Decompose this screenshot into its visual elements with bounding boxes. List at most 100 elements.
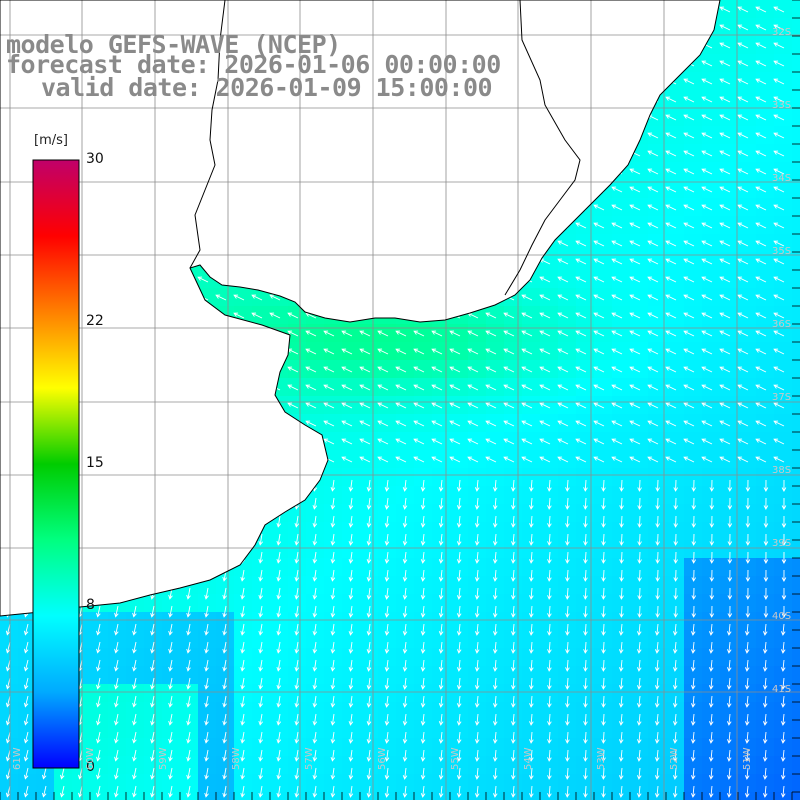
wind-arrow: [204, 695, 209, 708]
wind-arrow: [719, 168, 731, 175]
wind-arrow: [601, 659, 606, 672]
wind-arrow: [294, 695, 300, 708]
wind-arrow: [204, 785, 209, 798]
wind-arrow: [593, 240, 605, 247]
wind-arrow: [575, 402, 587, 409]
wind-arrow: [583, 785, 588, 798]
wind-arrow: [773, 420, 785, 427]
wind-arrow: [780, 767, 786, 780]
wind-arrow: [5, 713, 11, 726]
wind-arrow: [654, 767, 660, 780]
wind-arrow: [690, 749, 696, 762]
longitude-label: 58W: [231, 747, 242, 770]
wind-arrow: [539, 276, 551, 283]
wind-arrow: [618, 641, 624, 654]
wind-arrow: [474, 767, 480, 780]
wind-arrow: [672, 623, 678, 636]
wind-arrow: [402, 479, 408, 492]
wind-arrow: [737, 348, 749, 355]
wind-arrow: [5, 749, 11, 762]
wind-arrow: [150, 623, 155, 636]
wind-arrow: [456, 587, 462, 600]
wind-arrow: [114, 785, 119, 798]
wind-arrow: [23, 767, 29, 780]
wind-arrow: [114, 767, 119, 780]
wind-arrow: [773, 24, 785, 31]
wind-arrow: [683, 276, 695, 283]
wind-arrow: [647, 276, 659, 283]
wind-arrow: [673, 515, 679, 528]
wind-arrow: [575, 240, 587, 247]
wind-arrow: [575, 384, 587, 391]
wind-arrow: [565, 749, 570, 762]
wind-arrow: [456, 533, 462, 546]
wind-arrow: [312, 605, 318, 618]
wind-arrow: [529, 713, 534, 726]
wind-arrow: [384, 587, 390, 600]
wind-arrow: [665, 204, 677, 211]
wind-arrow: [611, 312, 623, 319]
wind-arrow: [395, 456, 407, 463]
wind-arrow: [601, 785, 606, 798]
wind-arrow: [276, 785, 282, 798]
wind-arrow: [647, 204, 659, 211]
wind-arrow: [647, 150, 659, 157]
wind-arrow: [583, 731, 588, 744]
wind-arrow: [755, 204, 767, 211]
wind-arrow: [348, 533, 354, 546]
wind-arrow: [781, 479, 787, 492]
wind-arrow: [330, 713, 336, 726]
wind-arrow: [557, 348, 569, 355]
wind-arrow: [438, 767, 444, 780]
wind-arrow: [763, 605, 769, 618]
wind-arrow: [691, 551, 697, 564]
wind-arrow: [413, 438, 425, 445]
wind-arrow: [773, 240, 785, 247]
wind-arrow: [503, 456, 515, 463]
wind-arrow: [330, 569, 336, 582]
wind-arrow: [773, 366, 785, 373]
wind-arrow: [611, 438, 623, 445]
wind-arrow: [781, 515, 787, 528]
colorbar-gradient: [32, 159, 80, 769]
wind-arrow: [186, 713, 191, 726]
wind-arrow: [636, 731, 642, 744]
wind-arrow: [348, 785, 354, 798]
wind-arrow: [222, 623, 227, 636]
wind-arrow: [377, 330, 389, 337]
wind-arrow: [755, 312, 767, 319]
wind-arrow: [629, 348, 641, 355]
wind-arrow: [330, 695, 336, 708]
wind-arrow: [366, 749, 372, 762]
title-valid-date: valid date: 2026-01-09 15:00:00: [41, 73, 493, 102]
latitude-label: 39S: [772, 538, 792, 549]
wind-arrow: [655, 515, 660, 528]
wind-arrow: [456, 785, 462, 798]
wind-arrow: [690, 695, 696, 708]
wind-arrow: [384, 659, 390, 672]
wind-arrow: [294, 731, 300, 744]
wind-arrow: [96, 605, 101, 618]
wind-arrow: [330, 605, 336, 618]
wind-arrow: [773, 258, 785, 265]
wind-arrow: [258, 641, 263, 654]
wind-arrow: [773, 204, 785, 211]
wind-arrow: [654, 785, 660, 798]
wind-arrow: [547, 569, 552, 582]
wind-arrow: [672, 695, 678, 708]
wind-arrow: [611, 240, 623, 247]
wind-arrow: [755, 348, 767, 355]
wind-arrow: [521, 330, 533, 337]
wind-arrow: [330, 623, 336, 636]
wind-arrow: [637, 515, 642, 528]
wind-arrow: [701, 276, 713, 283]
wind-arrow: [629, 456, 641, 463]
wind-arrow: [222, 767, 227, 780]
wind-arrow: [511, 497, 516, 510]
wind-arrow: [665, 276, 677, 283]
wind-arrow: [737, 78, 749, 85]
wind-arrow: [204, 677, 209, 690]
wind-arrow: [719, 78, 731, 85]
wind-arrow: [348, 497, 354, 510]
wind-arrow: [114, 641, 119, 654]
